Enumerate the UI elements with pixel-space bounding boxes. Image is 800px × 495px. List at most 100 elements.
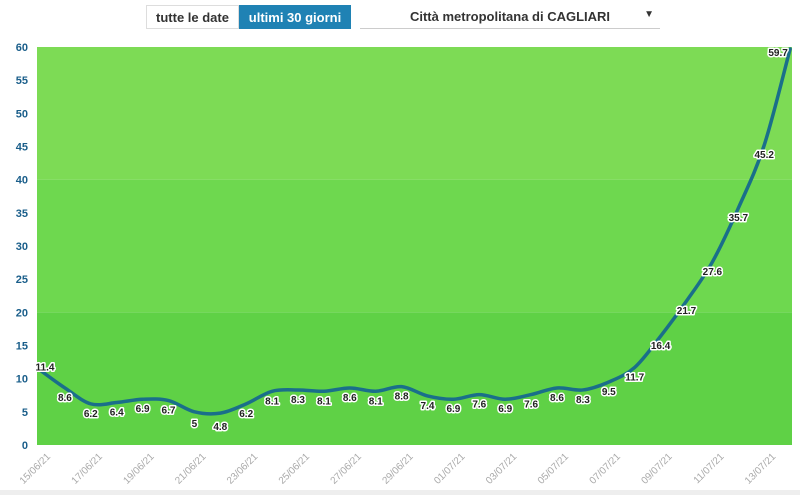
data-label-halo: 27.6 bbox=[703, 267, 723, 278]
y-tick-label: 5 bbox=[22, 407, 28, 419]
x-tick-label: 27/06/21 bbox=[329, 451, 365, 487]
data-label-halo: 8.6 bbox=[58, 393, 72, 404]
y-tick-label: 40 bbox=[16, 175, 28, 187]
data-label: 8.1 bbox=[369, 396, 383, 407]
data-label-halo: 4.8 bbox=[213, 422, 227, 433]
y-tick-label: 55 bbox=[16, 75, 28, 87]
chevron-down-icon: ▼ bbox=[644, 9, 654, 20]
area-select-value: Città metropolitana di CAGLIARI bbox=[409, 9, 611, 24]
data-label: 6.2 bbox=[239, 409, 253, 420]
x-tick-label: 25/06/21 bbox=[277, 451, 313, 487]
data-label: 8.8 bbox=[395, 392, 409, 403]
scrollbar-track bbox=[0, 490, 800, 495]
data-label: 27.6 bbox=[703, 267, 723, 278]
plot-band bbox=[37, 179, 792, 313]
data-label-halo: 8.3 bbox=[576, 395, 590, 406]
data-label: 6.4 bbox=[110, 408, 124, 419]
data-label-halo: 59.7 bbox=[768, 48, 788, 59]
data-label: 8.3 bbox=[576, 395, 590, 406]
y-tick-label: 30 bbox=[16, 241, 28, 253]
x-tick-label: 11/07/21 bbox=[692, 451, 727, 486]
data-label-halo: 7.6 bbox=[472, 400, 486, 411]
data-label-halo: 8.1 bbox=[265, 396, 279, 407]
x-tick-label: 07/07/21 bbox=[588, 451, 624, 487]
data-label: 9.5 bbox=[602, 387, 616, 398]
data-label: 11.4 bbox=[36, 362, 55, 373]
y-tick-label: 35 bbox=[16, 208, 28, 220]
data-label: 8.6 bbox=[550, 393, 564, 404]
x-tick-label: 29/06/21 bbox=[380, 451, 416, 487]
data-label: 21.7 bbox=[677, 306, 697, 317]
data-label: 6.9 bbox=[446, 404, 460, 415]
data-label-halo: 5 bbox=[192, 419, 198, 430]
data-label: 6.2 bbox=[84, 409, 98, 420]
data-label-halo: 8.6 bbox=[550, 393, 564, 404]
last-30-days-button[interactable]: ultimi 30 giorni bbox=[239, 5, 351, 29]
data-label-halo: 6.9 bbox=[498, 404, 512, 415]
area-select[interactable]: Città metropolitana di CAGLIARI ▼ bbox=[360, 5, 660, 29]
data-label: 8.6 bbox=[58, 393, 72, 404]
data-label: 7.6 bbox=[472, 400, 486, 411]
data-label-halo: 8.1 bbox=[317, 396, 331, 407]
plot-band bbox=[37, 312, 792, 445]
data-label: 6.9 bbox=[136, 404, 150, 415]
data-label-halo: 8.8 bbox=[395, 392, 409, 403]
y-tick-label: 50 bbox=[16, 108, 28, 120]
data-label-halo: 11.7 bbox=[625, 372, 644, 383]
data-label: 35.7 bbox=[729, 213, 749, 224]
data-label: 8.1 bbox=[317, 396, 331, 407]
x-tick-label: 05/07/21 bbox=[536, 451, 572, 487]
data-label-halo: 21.7 bbox=[677, 306, 697, 317]
data-label: 7.4 bbox=[421, 401, 435, 412]
y-tick-label: 45 bbox=[16, 142, 28, 154]
controls-bar: tutte le date ultimi 30 giorni Città met… bbox=[0, 0, 800, 40]
data-label: 8.3 bbox=[291, 395, 305, 406]
all-dates-button[interactable]: tutte le date bbox=[146, 5, 239, 29]
data-label-halo: 6.9 bbox=[136, 404, 150, 415]
x-tick-label: 21/06/21 bbox=[173, 451, 209, 487]
x-tick-label: 01/07/21 bbox=[432, 451, 468, 487]
line-chart: 0 5 10 15 20 25 30 35 40 45 50 55 60 15/06/21 17/06/21… bbox=[16, 42, 792, 487]
data-label-halo: 16.4 bbox=[651, 341, 671, 352]
data-label-halo: 6.4 bbox=[110, 408, 124, 419]
data-label-halo: 6.2 bbox=[239, 409, 253, 420]
data-label-halo: 6.7 bbox=[162, 406, 176, 417]
data-label-halo: 8.3 bbox=[291, 395, 305, 406]
data-label: 6.7 bbox=[162, 406, 176, 417]
data-label-halo: 9.5 bbox=[602, 387, 616, 398]
data-label: 5 bbox=[192, 419, 198, 430]
x-tick-label: 23/06/21 bbox=[225, 451, 261, 487]
data-label: 45.2 bbox=[754, 150, 774, 161]
y-tick-label: 10 bbox=[16, 374, 28, 386]
data-label: 8.6 bbox=[343, 393, 357, 404]
series-line bbox=[37, 47, 792, 416]
data-label-halo: 6.9 bbox=[446, 404, 460, 415]
x-tick-label: 15/06/21 bbox=[18, 451, 54, 487]
data-label-halo: 6.2 bbox=[84, 409, 98, 420]
data-label: 16.4 bbox=[651, 341, 671, 352]
data-label-halo: 35.7 bbox=[729, 213, 749, 224]
data-label: 8.1 bbox=[265, 396, 279, 407]
data-label: 4.8 bbox=[213, 422, 227, 433]
data-label: 59.7 bbox=[768, 48, 788, 59]
data-label-halo: 7.4 bbox=[421, 401, 435, 412]
data-label: 6.9 bbox=[498, 404, 512, 415]
y-tick-label: 60 bbox=[16, 42, 28, 54]
data-label-halo: 11.4 bbox=[36, 362, 55, 373]
data-label: 11.7 bbox=[625, 372, 644, 383]
x-tick-label: 19/06/21 bbox=[121, 451, 157, 487]
y-tick-label: 15 bbox=[16, 341, 28, 353]
y-tick-label: 0 bbox=[22, 440, 28, 452]
data-label-halo: 7.6 bbox=[524, 400, 538, 411]
plot-band bbox=[37, 47, 792, 180]
x-tick-label: 03/07/21 bbox=[484, 451, 520, 487]
y-tick-label: 20 bbox=[16, 307, 28, 319]
x-tick-label: 17/06/21 bbox=[70, 451, 106, 487]
y-tick-label: 25 bbox=[16, 274, 28, 286]
x-tick-label: 09/07/21 bbox=[639, 451, 675, 487]
x-tick-label: 13/07/21 bbox=[743, 451, 779, 487]
data-label-halo: 8.1 bbox=[369, 396, 383, 407]
data-label-halo: 8.6 bbox=[343, 393, 357, 404]
data-label: 7.6 bbox=[524, 400, 538, 411]
data-label-halo: 45.2 bbox=[754, 150, 774, 161]
